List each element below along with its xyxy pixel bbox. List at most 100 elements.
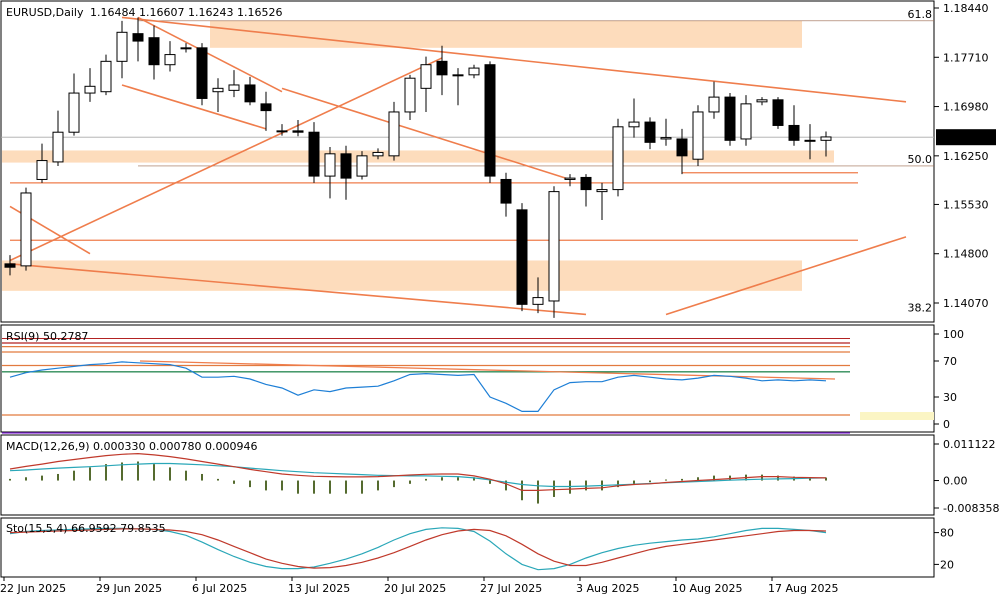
bearish-candle <box>260 103 272 112</box>
price-pane[interactable]: 61.8 50.0 38.2 EURUSD,Daily 1.16484 1.1660… <box>0 0 996 323</box>
bullish-candle <box>388 111 400 157</box>
bearish-candle <box>500 178 512 204</box>
bullish-candle <box>692 111 704 160</box>
bullish-candle <box>660 137 672 140</box>
bullish-candle <box>756 99 768 103</box>
bullish-candle <box>116 31 128 62</box>
price-zone <box>2 260 802 291</box>
macd-label: MACD(12,26,9) 0.000330 0.000780 0.000946 <box>6 440 258 453</box>
current-price-tag <box>936 129 996 146</box>
candles <box>4 17 832 318</box>
rsi-label: RSI(9) 50.2787 <box>6 330 88 343</box>
rsi-tick-label: 70 <box>943 355 957 368</box>
bullish-candle <box>68 92 80 133</box>
bearish-candle <box>772 99 784 126</box>
price-tick-label: 1.17710 <box>943 51 989 64</box>
current-price-label: 1.16526 <box>943 131 989 144</box>
ohlc-header: 1.16484 1.16607 1.16243 1.16526 <box>90 6 282 19</box>
bullish-candle <box>420 64 432 89</box>
date-label: 13 Jul 2025 <box>288 582 350 595</box>
price-tick-label: 1.16250 <box>943 150 989 163</box>
date-label: 29 Jun 2025 <box>96 582 162 595</box>
macd-line <box>9 452 827 491</box>
horizontal-levels <box>1 20 934 241</box>
stochastic-plot <box>9 527 827 571</box>
rsi-line <box>9 361 827 412</box>
stochastic-axis: 80 20 <box>934 527 954 571</box>
bearish-candle <box>484 64 496 177</box>
bearish-candle <box>292 130 304 133</box>
bearish-candle <box>244 84 256 103</box>
bearish-candle <box>644 121 656 143</box>
bullish-candle <box>532 297 544 305</box>
bullish-candle <box>324 153 336 177</box>
bearish-candle <box>788 124 800 141</box>
rsi-levels <box>2 338 934 434</box>
bullish-candle <box>84 85 96 94</box>
bullish-candle <box>404 77 416 113</box>
price-tick-label: 1.16980 <box>943 101 989 114</box>
bullish-candle <box>564 177 576 180</box>
trendline <box>281 87 571 181</box>
bullish-candle <box>804 139 816 142</box>
macd-tick-label: 0.00 <box>943 475 968 488</box>
bullish-candle <box>180 47 192 50</box>
macd-pane[interactable]: MACD(12,26,9) 0.000330 0.000780 0.000946… <box>0 434 999 516</box>
date-axis: 22 Jun 2025 29 Jun 2025 6 Jul 2025 13 Jul 2… <box>0 577 838 595</box>
stochastic-tick-label: 20 <box>940 558 954 571</box>
date-label: 10 Aug 2025 <box>672 582 742 595</box>
bullish-candle <box>276 130 288 133</box>
trendline <box>121 16 907 103</box>
trendline <box>137 16 283 93</box>
fibonacci-labels: 61.8 50.0 38.2 <box>908 8 933 315</box>
bullish-candle <box>36 160 48 180</box>
trendline <box>121 84 267 130</box>
bearish-candle <box>724 96 736 141</box>
fibonacci-label: 38.2 <box>908 301 933 314</box>
stochastic-pane-frame <box>0 517 935 578</box>
bullish-candle <box>20 192 32 267</box>
macd-plot <box>9 452 827 504</box>
rsi-oversold-band <box>860 412 934 420</box>
trendline <box>9 263 587 316</box>
bullish-candle <box>356 155 368 177</box>
price-tick-label: 1.18440 <box>943 2 989 15</box>
bullish-candle <box>100 60 112 93</box>
macd-pane-frame <box>0 434 935 516</box>
price-axis: 1.18440 1.17710 1.16980 1.16250 1.15530 1.148… <box>934 2 996 310</box>
price-zone <box>2 150 834 163</box>
bearish-candle <box>4 263 16 268</box>
stochastic-tick-label: 80 <box>940 527 954 540</box>
bearish-candle <box>436 60 448 76</box>
date-label: 3 Aug 2025 <box>576 582 639 595</box>
bullish-candle <box>740 103 752 140</box>
bullish-candle <box>612 126 624 191</box>
bullish-candle <box>596 189 608 193</box>
bullish-candle <box>708 96 720 113</box>
trendline <box>9 57 443 262</box>
rsi-pane[interactable]: RSI(9) 50.2787 100 70 30 0 <box>0 324 964 434</box>
price-tick-label: 1.14070 <box>943 297 989 310</box>
bearish-candle <box>340 153 352 179</box>
macd-tick-label: 0.011122 <box>943 438 996 451</box>
stochastic-label: Sto(15,5,4) 66.9592 79.8535 <box>6 522 166 535</box>
bullish-candle <box>452 74 464 77</box>
macd-tick-label: -0.008358 <box>943 502 999 515</box>
rsi-axis: 100 70 30 0 <box>934 328 964 431</box>
bullish-candle <box>228 84 240 91</box>
bearish-candle <box>196 47 208 99</box>
bullish-candle <box>820 136 832 141</box>
bullish-candle <box>628 121 640 128</box>
bullish-candle <box>468 67 480 76</box>
symbol-header: EURUSD,Daily <box>6 6 84 19</box>
price-zone <box>210 20 802 48</box>
date-label: 22 Jun 2025 <box>0 582 66 595</box>
rsi-tick-label: 0 <box>943 418 950 431</box>
bullish-candle <box>372 151 384 157</box>
bullish-candle <box>52 131 64 163</box>
fibonacci-label: 61.8 <box>908 8 933 21</box>
price-tick-label: 1.14800 <box>943 248 989 261</box>
stochastic-pane[interactable]: Sto(15,5,4) 66.9592 79.8535 80 20 <box>0 517 954 578</box>
